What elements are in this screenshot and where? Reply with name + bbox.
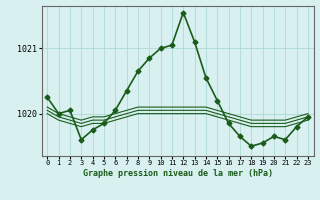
X-axis label: Graphe pression niveau de la mer (hPa): Graphe pression niveau de la mer (hPa) xyxy=(83,169,273,178)
